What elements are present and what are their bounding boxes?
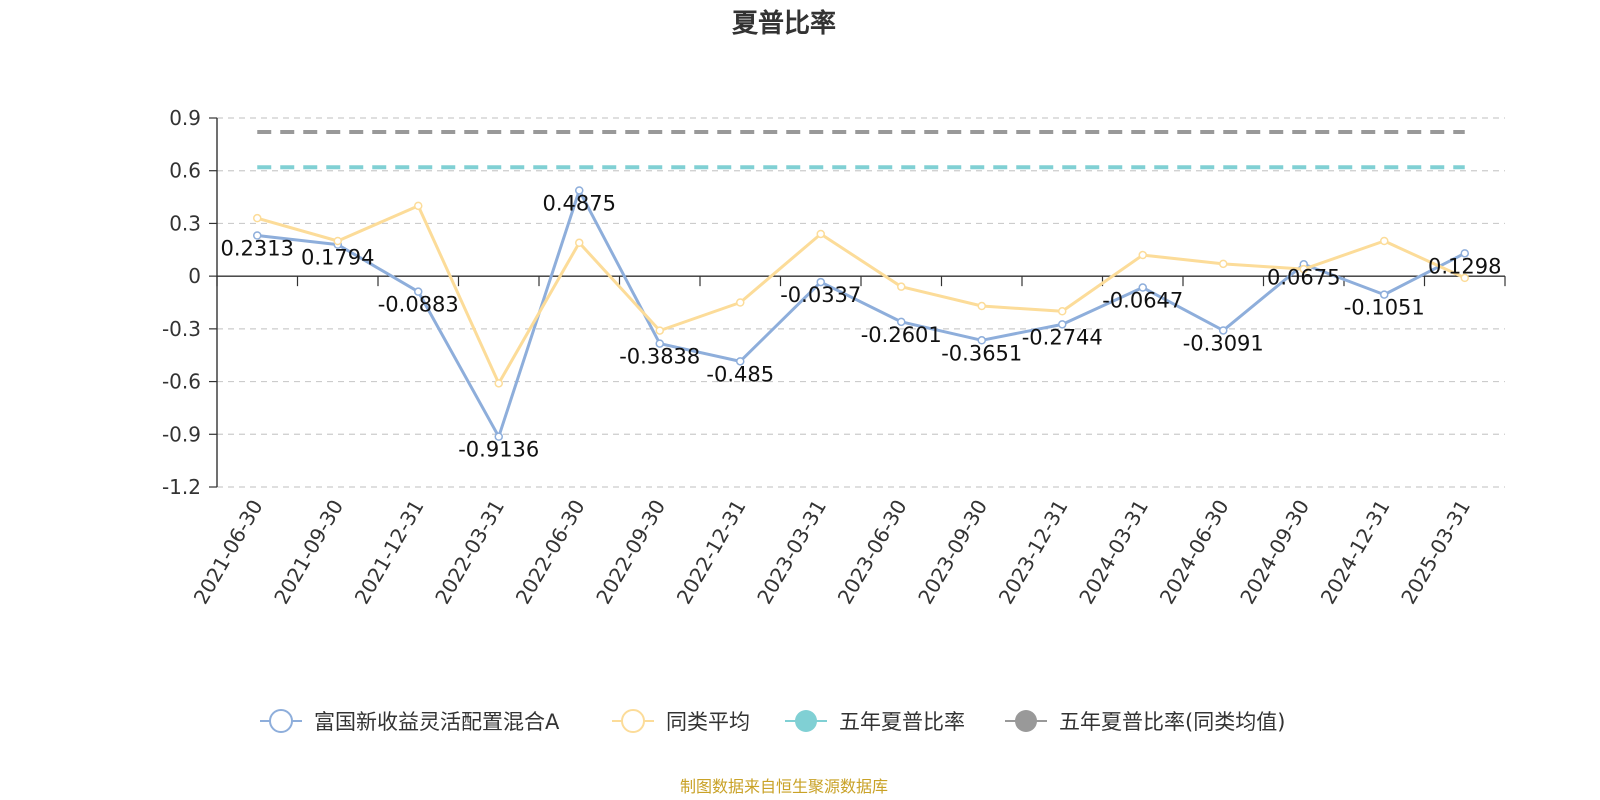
series-point [494, 432, 503, 441]
series-point [575, 186, 584, 195]
data-label: -0.0337 [780, 283, 861, 307]
y-tick-label: 0.6 [169, 159, 201, 183]
series-point [977, 336, 986, 345]
x-tick-label: 2025-03-31 [1396, 496, 1475, 609]
x-tick-label: 2023-12-31 [994, 496, 1073, 609]
data-label: -0.2601 [861, 323, 942, 347]
x-tick-label: 2024-12-31 [1316, 496, 1395, 609]
data-label: -0.0647 [1102, 289, 1183, 313]
x-tick-label: 2023-06-30 [833, 496, 912, 609]
legend-label: 同类平均 [666, 710, 750, 734]
series-point [1138, 283, 1147, 292]
x-tick-label: 2022-09-30 [591, 496, 670, 609]
source-note: 制图数据来自恒生聚源数据库 [680, 777, 888, 796]
series-point [1380, 236, 1389, 246]
series-point [253, 213, 262, 223]
y-tick-label: -0.9 [162, 422, 201, 446]
series-point [494, 379, 503, 388]
data-label: -0.9136 [458, 438, 539, 462]
legend-marker [1015, 710, 1037, 732]
x-tick-label: 2023-03-31 [752, 496, 831, 609]
series-point [414, 201, 423, 211]
x-tick-label: 2024-03-31 [1074, 496, 1153, 609]
legend-label: 五年夏普比率 [839, 710, 965, 734]
y-tick-label: 0 [188, 264, 201, 288]
y-tick-label: 0.9 [169, 106, 201, 130]
series-point [736, 298, 745, 307]
legend-marker [795, 710, 817, 732]
x-tick-label: 2024-09-30 [1235, 496, 1314, 609]
data-label: 0.1794 [301, 246, 374, 270]
series-point [1058, 307, 1067, 316]
chart-title: 夏普比率 [732, 8, 836, 39]
legend-marker [269, 709, 293, 733]
grid-lines [217, 117, 1505, 488]
legend: 富国新收益灵活配置混合A 同类平均 五年夏普比率 五年夏普比率(同类均值) [260, 709, 1285, 734]
y-tick-label: -0.3 [162, 317, 201, 341]
x-tick-label: 2021-06-30 [189, 496, 268, 609]
series-point [816, 277, 825, 287]
data-label: 0.1298 [1428, 254, 1501, 278]
data-label: -0.2744 [1022, 325, 1103, 349]
data-label: 0.4875 [543, 191, 616, 215]
series-point [977, 301, 986, 311]
series-point [1299, 264, 1308, 274]
y-tick-label: -1.2 [162, 475, 201, 499]
series-point [816, 229, 825, 239]
series-point [1219, 259, 1228, 269]
reference-lines [257, 130, 1465, 170]
data-label: 0.0675 [1267, 265, 1340, 289]
data-labels: 0.2313 0.1794-0.0883-0.91360.4875-0.3838-… [221, 191, 1502, 461]
series-point [1219, 326, 1228, 335]
legend-label: 五年夏普比率(同类均值) [1059, 710, 1285, 734]
x-tick-label: 2024-06-30 [1155, 496, 1234, 609]
series-point [1138, 250, 1147, 260]
data-label: -0.3651 [941, 341, 1022, 365]
legend-marker [621, 709, 645, 733]
series-point [575, 238, 584, 248]
series-point [1380, 290, 1389, 299]
series-line [256, 204, 1466, 385]
x-tick-label: 2021-09-30 [269, 496, 348, 609]
data-label: -0.1051 [1344, 296, 1425, 320]
x-tick-label: 2022-06-30 [511, 496, 590, 609]
series-point [253, 231, 262, 240]
series-point [1460, 273, 1469, 283]
legend-label: 富国新收益灵活配置混合A [314, 710, 560, 734]
data-label: -0.0883 [378, 293, 459, 317]
y-tick-label: -0.6 [162, 370, 201, 394]
series-point [655, 339, 664, 348]
data-label: -0.485 [706, 362, 774, 386]
x-tick-label: 2023-09-30 [913, 496, 992, 609]
series-lines [253, 186, 1469, 441]
x-tick-label: 2022-03-31 [430, 496, 509, 609]
series-line [257, 188, 1466, 439]
x-tick-label: 2021-12-31 [350, 496, 429, 609]
x-tick-label: 2022-12-31 [672, 496, 751, 609]
y-tick-label: 0.3 [169, 211, 201, 235]
data-label: 0.2313 [221, 237, 294, 261]
series-point [333, 236, 342, 246]
series-point [655, 326, 664, 335]
series-point [414, 287, 423, 296]
series-point [897, 317, 906, 327]
series-point [897, 282, 906, 291]
series-point [736, 357, 745, 366]
series-point [1460, 249, 1469, 258]
series-point [1058, 320, 1067, 329]
data-label: -0.3838 [619, 345, 700, 369]
data-label: -0.3091 [1183, 331, 1264, 355]
